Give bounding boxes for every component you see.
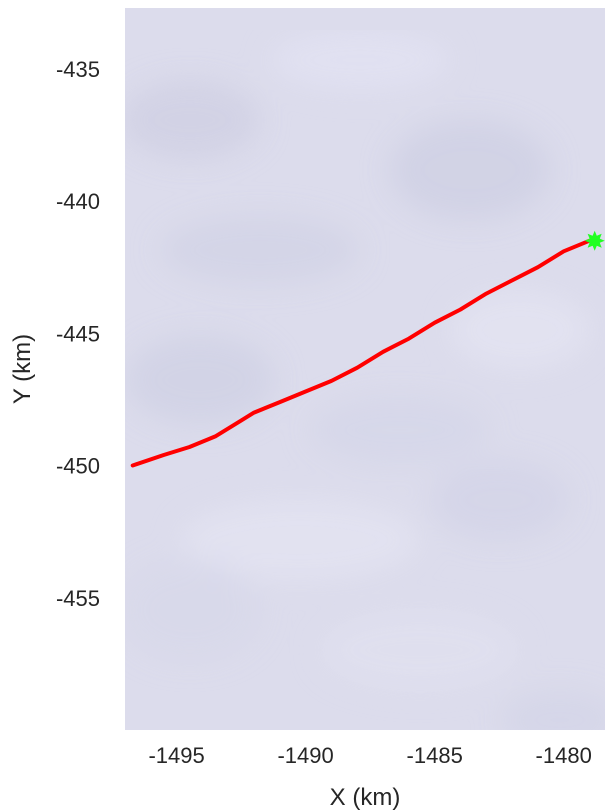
- x-tick-label: -1490: [277, 743, 333, 768]
- end-point-marker: [584, 230, 605, 251]
- y-tick-label: -435: [56, 57, 100, 82]
- x-tick-label: -1485: [407, 743, 463, 768]
- x-tick-label: -1480: [536, 743, 592, 768]
- y-tick-label: -450: [56, 454, 100, 479]
- x-tick-label: -1495: [148, 743, 204, 768]
- y-axis-label: Y (km): [9, 334, 36, 404]
- y-tick-label: -445: [56, 321, 100, 346]
- plot-background: [125, 8, 605, 730]
- y-tick-label: -440: [56, 189, 100, 214]
- y-tick-label: -455: [56, 586, 100, 611]
- series-line-0: [130, 238, 592, 468]
- x-axis-label: X (km): [330, 784, 401, 811]
